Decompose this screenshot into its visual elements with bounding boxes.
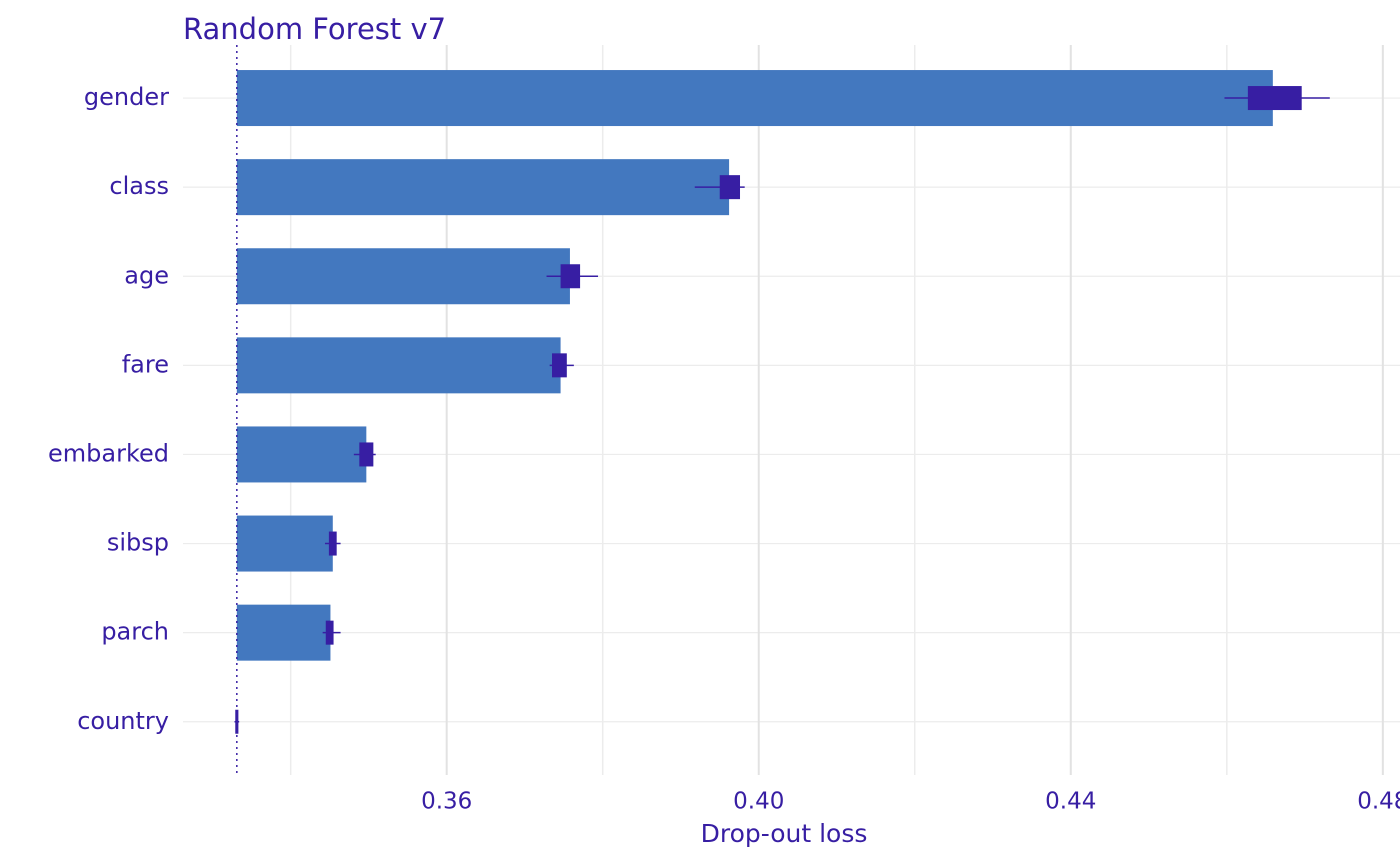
- box: [552, 353, 567, 378]
- y-tick-label: class: [109, 172, 169, 200]
- box: [719, 175, 741, 200]
- y-tick-label: fare: [122, 350, 169, 378]
- bar: [236, 604, 331, 661]
- box: [359, 442, 374, 467]
- bar: [236, 159, 730, 216]
- x-tick-label: 0.36: [421, 789, 472, 815]
- x-axis-label: Drop-out loss: [701, 819, 868, 848]
- x-tick-label: 0.48: [1357, 789, 1400, 815]
- bar: [236, 248, 570, 305]
- y-tick-label: gender: [84, 83, 169, 111]
- box: [1247, 86, 1302, 111]
- y-tick-label: embarked: [48, 439, 169, 467]
- bar: [236, 337, 561, 394]
- bar: [236, 515, 333, 572]
- bar: [236, 426, 367, 483]
- y-tick-label: parch: [101, 618, 169, 646]
- bar: [236, 70, 1273, 127]
- chart-title: Random Forest v7: [183, 12, 446, 46]
- box: [235, 709, 239, 734]
- box: [560, 264, 581, 289]
- x-tick-label: 0.40: [733, 789, 784, 815]
- box: [325, 620, 334, 645]
- y-tick-label: age: [124, 261, 169, 289]
- y-tick-label: country: [77, 707, 169, 735]
- x-tick-label: 0.44: [1045, 789, 1096, 815]
- box: [328, 531, 337, 556]
- y-tick-label: sibsp: [107, 529, 169, 557]
